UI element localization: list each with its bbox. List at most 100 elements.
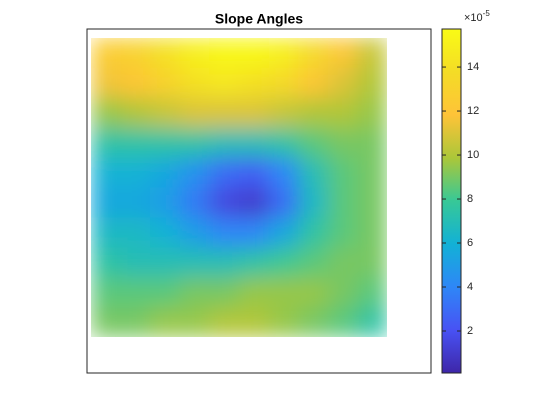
heatmap-cell xyxy=(179,187,210,218)
heatmap-cell xyxy=(91,277,122,308)
heatmap-cell xyxy=(268,97,299,129)
heatmap-cell xyxy=(239,187,270,218)
colorbar-tick-label: 14 xyxy=(467,61,479,73)
heatmap-cell xyxy=(327,217,358,248)
heatmap-cell xyxy=(209,97,240,129)
heatmap-cell xyxy=(357,277,387,308)
heatmap-cell xyxy=(150,187,181,218)
heatmap-cell xyxy=(120,127,151,159)
heatmap-cell xyxy=(327,67,358,99)
heatmap-cell xyxy=(357,97,387,129)
heatmap-cell xyxy=(150,127,181,159)
heatmap-cell xyxy=(357,307,387,337)
colorbar-tick-label: 10 xyxy=(467,149,479,161)
heatmap-cell xyxy=(327,187,358,218)
heatmap-cell xyxy=(327,157,358,188)
heatmap-cell xyxy=(120,97,151,129)
heatmap-cell xyxy=(91,187,122,218)
heatmap-cell xyxy=(298,217,329,248)
heatmap-cell xyxy=(179,277,210,308)
colorbar xyxy=(441,28,462,374)
heatmap-cell xyxy=(298,247,329,278)
heatmap-cell xyxy=(120,67,151,99)
heatmap-cell xyxy=(268,157,299,188)
heatmap-cell xyxy=(327,97,358,129)
heatmap-cell xyxy=(209,38,240,69)
heatmap-cell xyxy=(150,157,181,188)
heatmap-cell xyxy=(327,38,358,69)
colorbar-tick-label: 12 xyxy=(467,105,479,117)
heatmap-cell xyxy=(357,67,387,99)
heatmap-cell xyxy=(91,307,122,337)
heatmap-cell xyxy=(268,307,299,337)
heatmap-cell xyxy=(91,217,122,248)
heatmap-cell xyxy=(239,97,270,129)
heatmap-cell xyxy=(150,307,181,337)
heatmap-cell xyxy=(91,157,122,188)
heatmap-cell xyxy=(268,127,299,159)
heatmap-cell xyxy=(268,67,299,99)
heatmap-cell xyxy=(91,67,122,99)
heatmap-cell xyxy=(120,277,151,308)
heatmap-cell xyxy=(357,38,387,69)
colorbar-tick-label: 2 xyxy=(467,325,473,337)
heatmap-cell xyxy=(239,277,270,308)
heatmap-cell xyxy=(179,67,210,99)
heatmap-cell xyxy=(179,217,210,248)
heatmap-cell xyxy=(150,97,181,129)
heatmap-cell xyxy=(298,157,329,188)
heatmap-cell xyxy=(239,307,270,337)
heatmap-cell xyxy=(150,217,181,248)
colorbar-tick-label: 6 xyxy=(467,237,473,249)
heatmap-cell xyxy=(91,127,122,159)
multiplier-exponent: -5 xyxy=(483,9,491,18)
heatmap-cell xyxy=(357,247,387,278)
heatmap-cell xyxy=(150,38,181,69)
heatmap-cell xyxy=(120,307,151,337)
heatmap-cell xyxy=(209,127,240,159)
heatmap-cell xyxy=(298,307,329,337)
heatmap-cell xyxy=(209,67,240,99)
heatmap-cell xyxy=(179,247,210,278)
heatmap-cell xyxy=(298,277,329,308)
heatmap-cell xyxy=(209,247,240,278)
heatmap-cell xyxy=(357,127,387,159)
heatmap-cell xyxy=(357,187,387,218)
heatmap-cell xyxy=(327,247,358,278)
heatmap-cell xyxy=(209,157,240,188)
colorbar-multiplier: ×10-5 xyxy=(464,9,490,24)
heatmap-cell xyxy=(298,127,329,159)
heatmap-cell xyxy=(209,217,240,248)
heatmap-cell xyxy=(327,127,358,159)
heatmap-cell xyxy=(179,307,210,337)
heatmap-cell xyxy=(268,277,299,308)
heatmap-cell xyxy=(239,127,270,159)
heatmap-cell xyxy=(239,247,270,278)
heatmap-image xyxy=(91,38,387,337)
heatmap-cell xyxy=(179,97,210,129)
heatmap-cell xyxy=(268,247,299,278)
multiplier-base: ×10 xyxy=(464,12,483,24)
heatmap-cell xyxy=(150,247,181,278)
heatmap-cell xyxy=(268,217,299,248)
heatmap-cell xyxy=(150,67,181,99)
heatmap-cell xyxy=(120,247,151,278)
heatmap-cell xyxy=(120,38,151,69)
heatmap-cell xyxy=(91,97,122,129)
heatmap-cell xyxy=(239,67,270,99)
heatmap-cell xyxy=(239,217,270,248)
heatmap-cell xyxy=(209,277,240,308)
heatmap-cell xyxy=(179,38,210,69)
colorbar-tick-label: 4 xyxy=(467,281,473,293)
heatmap-cell xyxy=(357,217,387,248)
heatmap-cell xyxy=(298,97,329,129)
heatmap-cell xyxy=(357,157,387,188)
heatmap-cell xyxy=(179,157,210,188)
heatmap-cell xyxy=(120,217,151,248)
heatmap-cell xyxy=(239,157,270,188)
heatmap-cell xyxy=(298,187,329,218)
heatmap-cell xyxy=(120,187,151,218)
heatmap-cell xyxy=(327,277,358,308)
heatmap-cell xyxy=(239,38,270,69)
